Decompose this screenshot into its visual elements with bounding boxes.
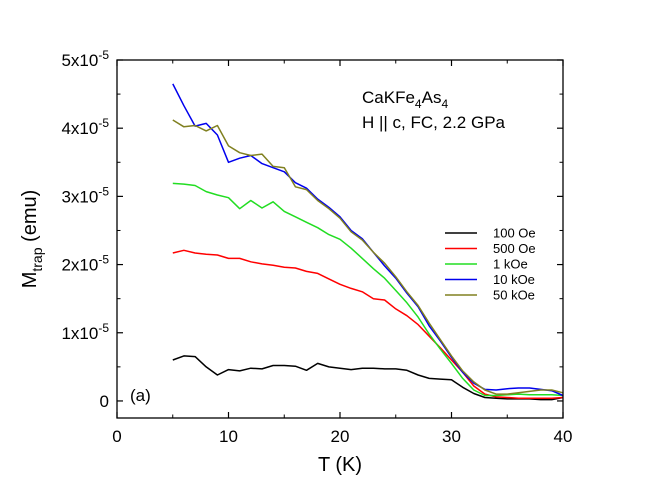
- compound-annotation: CaKFe4As4: [362, 88, 448, 111]
- y-tick-label-mantissa: 0: [100, 392, 109, 411]
- y-axis-title-main: M: [19, 272, 41, 289]
- series-line-100-oe: [172, 355, 564, 401]
- y-tick-label-exponent: -5: [98, 48, 109, 62]
- series-line-500-oe: [172, 249, 564, 399]
- y-tick-label: 3x10-5: [61, 184, 109, 206]
- labels-layer: 0 10 20 30 4001x10-52x10-53x10-54x10-55x10-5…: [19, 48, 572, 476]
- compound-text: CaKFe: [362, 88, 415, 107]
- y-axis-title-unit: (emu): [19, 190, 41, 248]
- x-tick-label: 40: [554, 427, 573, 446]
- y-tick-label-mantissa: 1x10: [61, 324, 98, 343]
- compound-subscript: 4: [415, 97, 422, 111]
- y-tick-label: 1x10-5: [61, 321, 109, 343]
- legend-label: 500 Oe: [493, 241, 536, 256]
- legend-label: 50 kOe: [493, 288, 535, 303]
- compound-text: As: [422, 88, 442, 107]
- x-tick-label: 20: [331, 427, 350, 446]
- compound-subscript: 4: [441, 97, 448, 111]
- series-layer: [172, 83, 564, 401]
- y-tick-label: 0: [100, 392, 109, 411]
- legend-label: 100 Oe: [493, 226, 536, 241]
- x-tick-label: 10: [219, 427, 238, 446]
- x-axis-title: T (K): [318, 454, 362, 476]
- series-line-1-koe: [172, 182, 564, 397]
- ticks-layer: [116, 59, 564, 418]
- series-line-50-koe: [172, 119, 564, 395]
- y-axis-title: Mtrap (emu): [19, 190, 45, 289]
- x-tick-label: 0: [112, 427, 121, 446]
- y-tick-label-mantissa: 3x10: [61, 187, 98, 206]
- y-tick-label-mantissa: 4x10: [61, 119, 98, 138]
- x-tick-label: 30: [442, 427, 461, 446]
- condition-annotation: H || c, FC, 2.2 GPa: [362, 113, 506, 132]
- panel-label: (a): [130, 386, 151, 405]
- y-tick-label-exponent: -5: [98, 116, 109, 130]
- y-tick-label-exponent: -5: [98, 253, 109, 267]
- y-tick-label: 4x10-5: [61, 116, 109, 138]
- y-axis-title-subscript: trap: [29, 247, 45, 271]
- y-tick-label-mantissa: 2x10: [61, 256, 98, 275]
- y-tick-label-mantissa: 5x10: [61, 51, 98, 70]
- y-tick-label-exponent: -5: [98, 184, 109, 198]
- legend-label: 1 kOe: [493, 257, 528, 272]
- y-tick-label-exponent: -5: [98, 321, 109, 335]
- y-tick-label: 2x10-5: [61, 253, 109, 275]
- y-tick-label: 5x10-5: [61, 48, 109, 70]
- legend-label: 10 kOe: [493, 272, 535, 287]
